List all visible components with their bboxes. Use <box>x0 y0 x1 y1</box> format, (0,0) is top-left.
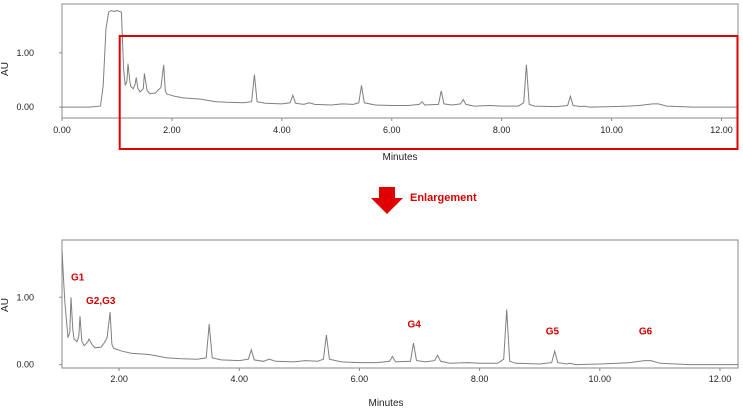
top-x-tick-label: 4.00 <box>273 125 291 135</box>
top-y-axis-title: AU <box>0 62 11 76</box>
peak-label-g2-g3: G2,G3 <box>86 296 116 307</box>
top-series-line <box>62 9 738 108</box>
top-x-tick-label: 0.00 <box>53 125 71 135</box>
bottom-y-axis-title: AU <box>0 298 11 312</box>
top-y-tick-label: 0.00 <box>16 102 34 112</box>
bottom-x-tick-label: 8.00 <box>471 374 489 384</box>
top-x-tick-label: 8.00 <box>493 125 511 135</box>
bottom-y-tick-label: 0.00 <box>16 360 34 370</box>
bottom-y-tick-label: 1.00 <box>16 292 34 302</box>
bottom-x-ticks: 2.00 4.00 6.00 8.00 10.00 12.00 <box>110 368 731 384</box>
top-y-ticks: 0.00 1.00 <box>16 48 62 112</box>
bottom-y-ticks: 0.00 1.00 <box>16 292 62 370</box>
bottom-x-tick-label: 12.00 <box>709 374 732 384</box>
bottom-chart: 2.00 4.00 6.00 8.00 10.00 12.00 0.00 1.00 G1 G2… <box>0 239 739 409</box>
peak-label-g6: G6 <box>639 326 653 337</box>
top-x-tick-label: 12.00 <box>710 125 733 135</box>
bottom-x-tick-label: 6.00 <box>351 374 369 384</box>
top-chart: 0.00 2.00 4.00 6.00 8.00 10.00 12.00 0.001.00 … <box>0 3 739 163</box>
bottom-series-line <box>61 250 738 366</box>
bottom-x-tick-label: 4.00 <box>230 374 248 384</box>
bottom-x-tick-label: 10.00 <box>589 374 612 384</box>
top-plot-frame <box>61 3 739 119</box>
enlargement-indicator: Enlargement <box>371 187 477 214</box>
top-x-ticks: 0.00 2.00 4.00 6.00 8.00 10.00 12.00 <box>53 118 733 135</box>
down-arrow-icon <box>371 187 403 214</box>
bottom-x-axis-title: Minutes <box>368 398 403 409</box>
peak-annotations: G1 G2,G3 G4 G5 G6 <box>71 272 653 337</box>
top-x-axis-title: Minutes <box>382 152 417 163</box>
peak-label-g1: G1 <box>71 272 85 283</box>
bottom-plot-frame <box>61 239 739 369</box>
enlargement-region-box <box>118 35 739 150</box>
top-y-tick-label: 1.00 <box>16 48 34 58</box>
top-x-tick-label: 2.00 <box>163 125 181 135</box>
top-x-tick-label: 10.00 <box>600 125 623 135</box>
top-x-tick-label: 6.00 <box>383 125 401 135</box>
bottom-x-tick-label: 2.00 <box>110 374 128 384</box>
peak-label-g4: G4 <box>408 320 422 331</box>
peak-label-g5: G5 <box>546 326 560 337</box>
enlargement-label: Enlargement <box>410 192 477 204</box>
